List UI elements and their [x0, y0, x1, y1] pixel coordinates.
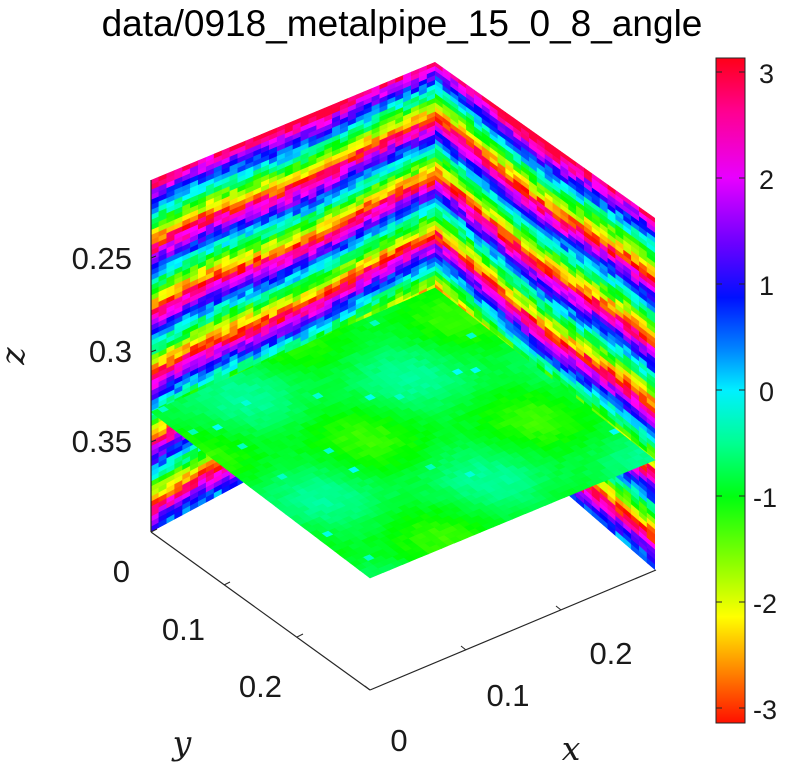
- plot-area: [150, 62, 656, 579]
- chart-title: data/0918_metalpipe_15_0_8_angle: [102, 3, 703, 44]
